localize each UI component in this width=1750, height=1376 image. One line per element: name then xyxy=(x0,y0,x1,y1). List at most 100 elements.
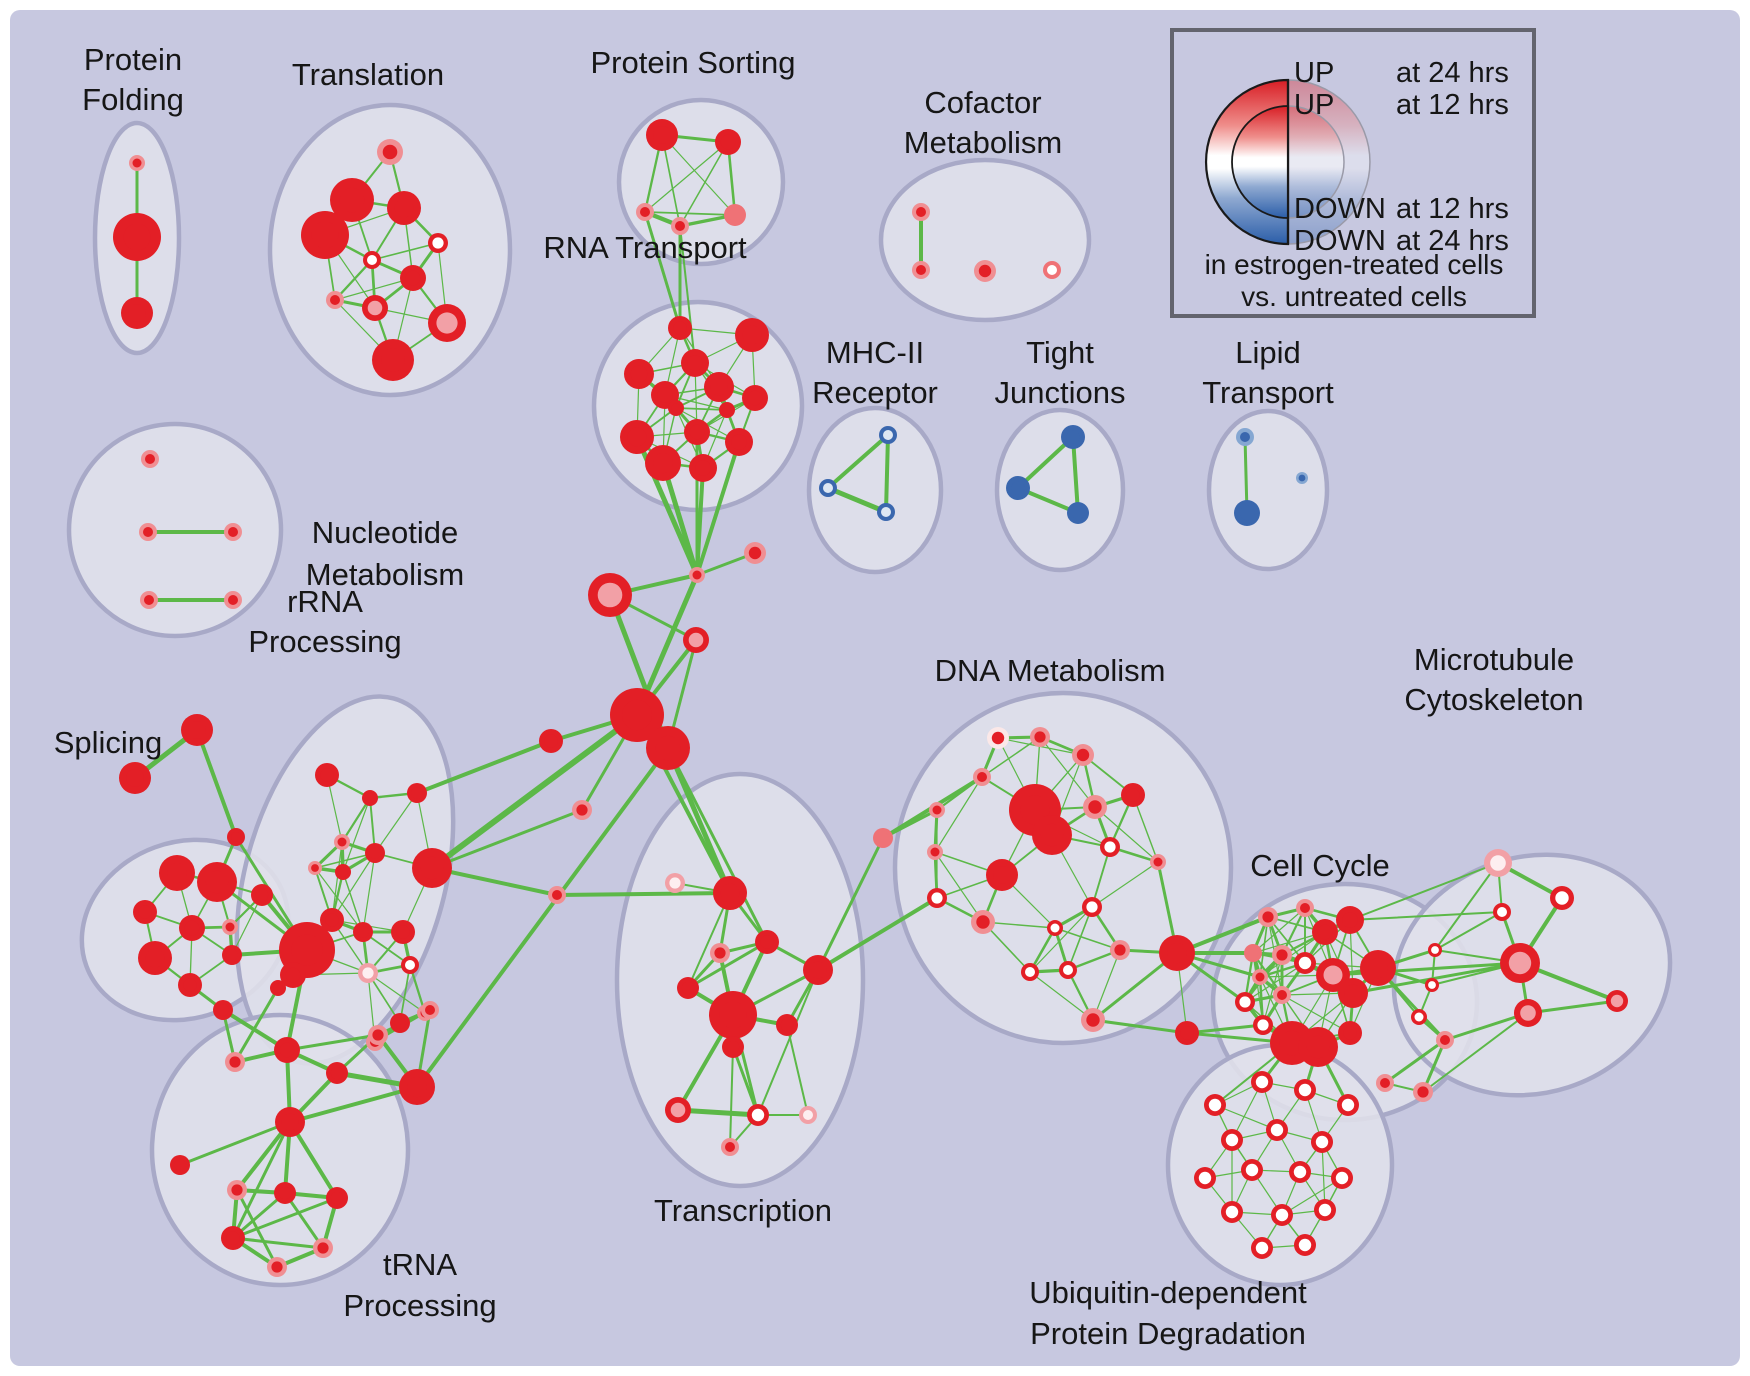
edge-transcription xyxy=(686,940,769,990)
node-Rw xyxy=(1411,1009,1427,1025)
node-inner-12hr xyxy=(394,198,414,218)
node-R xyxy=(412,848,452,888)
node-inner-12hr xyxy=(330,295,340,305)
edge-dna xyxy=(934,851,984,923)
node-inner-12hr xyxy=(285,967,301,983)
node-inner-12hr xyxy=(1034,731,1046,743)
node-pR xyxy=(636,203,654,221)
node-pR xyxy=(710,943,730,963)
node-inner-12hr xyxy=(748,546,762,560)
node-inner-12hr xyxy=(1335,1171,1349,1185)
node-inner-12hr xyxy=(367,255,377,265)
node-inner-12hr xyxy=(1520,1005,1536,1021)
node-inner-12hr xyxy=(1343,1026,1357,1040)
edge-dna xyxy=(982,921,1056,929)
node-inner-12hr xyxy=(183,978,197,992)
node-inner-12hr xyxy=(597,582,623,608)
node-R xyxy=(119,762,151,794)
node-inner-12hr xyxy=(381,348,405,372)
node-R xyxy=(113,213,161,261)
node-Rp xyxy=(665,1097,691,1123)
node-inner-12hr xyxy=(1198,1171,1212,1185)
node-inner-12hr xyxy=(1323,965,1343,985)
node-R xyxy=(372,339,414,381)
node-pR xyxy=(572,800,592,820)
node-Rw xyxy=(927,888,947,908)
node-inner-12hr xyxy=(1490,855,1506,871)
node-pR xyxy=(1258,907,1278,927)
node-inner-12hr xyxy=(1255,972,1265,982)
node-Rw xyxy=(363,251,381,269)
node-Rw xyxy=(1428,943,1442,957)
node-P xyxy=(1244,944,1262,962)
cluster-labels: Protein Folding Translation Protein Sorting… xyxy=(54,42,1584,1351)
node-inner-12hr xyxy=(372,1029,384,1041)
node-R xyxy=(742,385,768,411)
node-R xyxy=(776,1014,798,1036)
node-pR xyxy=(689,567,705,583)
cluster-label-rrna: Processing xyxy=(248,624,401,659)
node-bB xyxy=(1296,472,1308,484)
node-inner-12hr xyxy=(710,378,728,396)
edge-backbone-rrna xyxy=(415,739,553,795)
node-inner-12hr xyxy=(279,1042,295,1058)
node-R xyxy=(709,991,757,1039)
node-R xyxy=(1159,935,1195,971)
node-pR xyxy=(1296,899,1314,917)
edge-transcription xyxy=(786,1024,809,1116)
node-inner-12hr xyxy=(1298,474,1306,482)
edge-backbone-rrna xyxy=(430,808,584,870)
edge-translation xyxy=(371,242,439,261)
node-Rw xyxy=(1314,1199,1336,1221)
node-inner-12hr xyxy=(311,221,339,249)
legend-ring-12hr-left xyxy=(1231,105,1289,219)
node-inner-12hr xyxy=(273,983,283,993)
node-inner-12hr xyxy=(720,883,740,903)
edge-trna xyxy=(178,1120,292,1167)
edge-backbone-transcription xyxy=(665,745,733,896)
node-R xyxy=(326,1187,348,1209)
node-inner-12hr xyxy=(1239,505,1255,521)
node-pR xyxy=(929,802,945,818)
node-R xyxy=(1338,978,1368,1008)
node-R xyxy=(353,922,373,942)
node-inner-12hr xyxy=(1020,795,1050,825)
edge-dna xyxy=(1092,949,1121,1021)
node-inner-12hr xyxy=(657,387,673,403)
node-inner-12hr xyxy=(338,867,348,877)
node-R xyxy=(681,349,709,377)
node-inner-12hr xyxy=(406,1076,428,1098)
node-inner-12hr xyxy=(1428,981,1436,989)
legend-ring-12hr-right xyxy=(1287,105,1345,219)
node-inner-12hr xyxy=(1344,984,1362,1002)
edge-backbone-transcription xyxy=(816,836,885,972)
node-pR xyxy=(139,523,157,541)
node-inner-12hr xyxy=(687,355,703,371)
node-Rw xyxy=(1251,1071,1273,1093)
node-inner-12hr xyxy=(728,208,742,222)
node-inner-12hr xyxy=(751,1108,765,1122)
node-inner-12hr xyxy=(405,270,421,286)
node-Rw xyxy=(1047,920,1063,936)
node-pR xyxy=(1413,1082,1433,1102)
edge-microtubule xyxy=(1383,1038,1447,1085)
node-inner-12hr xyxy=(411,787,423,799)
cluster-label-cofactor: Cofactor xyxy=(924,85,1041,120)
node-inner-12hr xyxy=(1104,841,1116,853)
node-R xyxy=(213,1000,233,1020)
node-inner-12hr xyxy=(1063,965,1073,975)
node-Rw xyxy=(1294,1234,1316,1256)
node-inner-12hr xyxy=(362,967,374,979)
node-R xyxy=(1175,1021,1199,1045)
node-inner-12hr xyxy=(725,1142,735,1152)
node-pR xyxy=(224,591,242,609)
node-pR xyxy=(1252,969,1268,985)
node-inner-12hr xyxy=(1239,996,1251,1008)
edge-cellcycle xyxy=(1262,954,1283,1026)
node-inner-12hr xyxy=(330,1066,344,1080)
node-B xyxy=(1234,500,1260,526)
node-R xyxy=(335,864,351,880)
node-wR xyxy=(987,727,1009,749)
edge-mhc xyxy=(825,485,889,515)
node-inner-12hr xyxy=(128,304,146,322)
